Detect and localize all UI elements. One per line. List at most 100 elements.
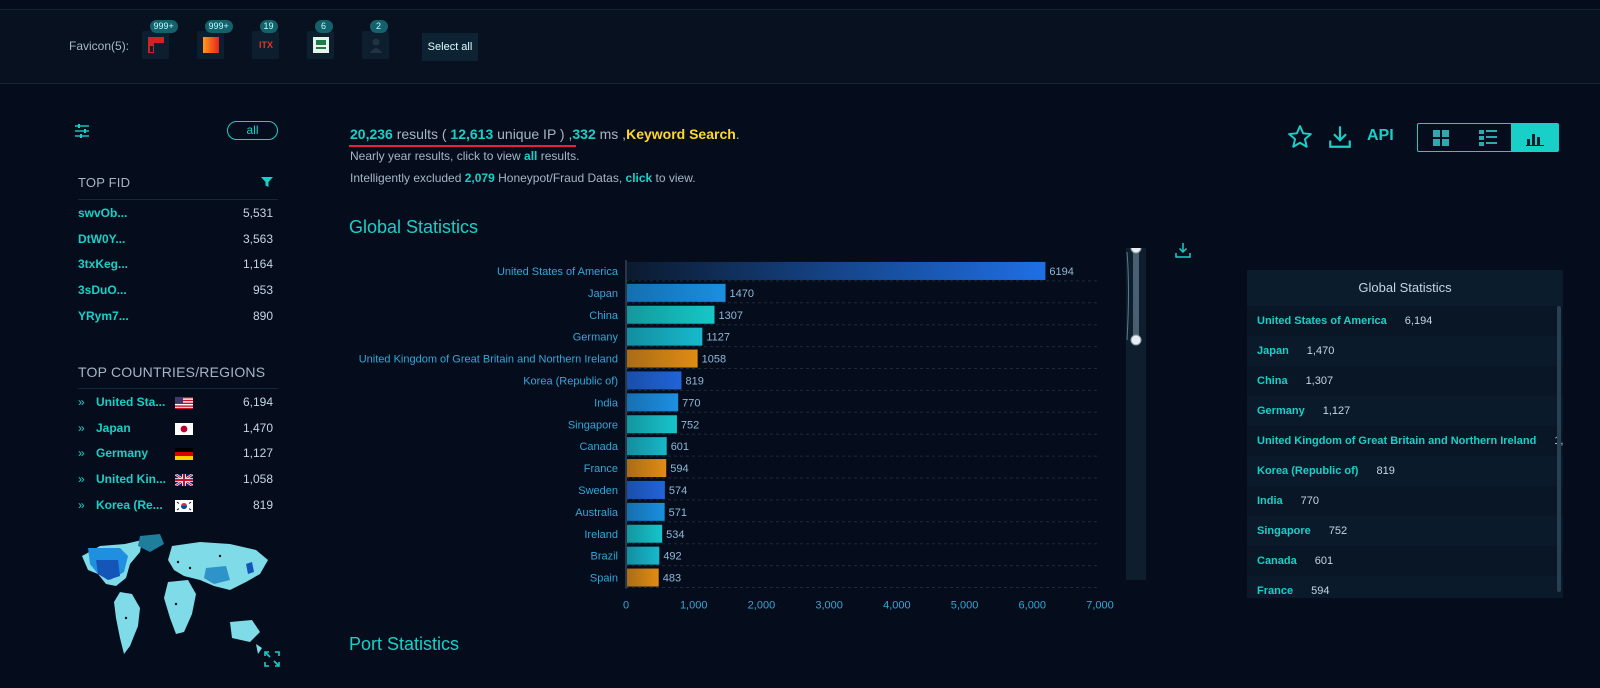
country-count: 819 (252, 498, 273, 512)
panel-country[interactable]: China (1257, 375, 1288, 387)
fid-row[interactable]: DtW0Y... 3,563 (78, 232, 273, 252)
select-all-button[interactable]: Select all (422, 33, 478, 61)
panel-scrollbar[interactable] (1557, 306, 1561, 592)
x-tick-label: 2,000 (748, 600, 776, 612)
favicon-4[interactable]: 6 (307, 20, 334, 59)
api-button[interactable]: API (1367, 127, 1394, 144)
click-link[interactable]: click (625, 171, 653, 185)
bar-value-label: 1307 (719, 310, 743, 322)
panel-country[interactable]: United States of America (1257, 315, 1387, 327)
panel-row[interactable]: Germany 1,127 (1247, 396, 1563, 426)
download-icon[interactable] (1327, 124, 1353, 150)
bar[interactable] (627, 437, 667, 456)
panel-row[interactable]: France 594 (1247, 576, 1563, 598)
world-minimap[interactable] (80, 534, 274, 666)
bar[interactable] (627, 502, 665, 521)
all-filter-pill[interactable]: all (227, 121, 278, 140)
bar[interactable] (627, 393, 679, 412)
bar[interactable] (627, 305, 715, 324)
zoom-handle-bottom[interactable] (1130, 334, 1142, 346)
favicon-2[interactable]: 999+ (197, 20, 233, 59)
panel-row[interactable]: Singapore 752 (1247, 516, 1563, 546)
view-all-link[interactable]: all (524, 149, 538, 163)
country-row[interactable]: » Japan 1,470 (78, 421, 273, 441)
bar[interactable] (627, 459, 667, 478)
stats-view-button[interactable] (1511, 124, 1559, 151)
filter-funnel-icon[interactable] (261, 176, 273, 188)
favicon-5[interactable]: 2 (362, 20, 389, 59)
expand-icon[interactable] (264, 651, 280, 667)
star-icon[interactable] (1287, 124, 1313, 150)
zoom-slider-track (1126, 248, 1146, 580)
panel-country[interactable]: India (1257, 495, 1283, 507)
panel-row[interactable]: Japan 1,470 (1247, 336, 1563, 366)
x-tick-label: 7,000 (1086, 600, 1114, 612)
bar[interactable] (627, 415, 677, 434)
fid-key[interactable]: YRym7... (78, 309, 129, 323)
chevron-right-icon[interactable]: » (78, 498, 85, 512)
sliders-icon[interactable] (75, 124, 89, 138)
panel-row[interactable]: China 1,307 (1247, 366, 1563, 396)
x-tick-label: 1,000 (680, 600, 708, 612)
panel-row[interactable]: India 770 (1247, 486, 1563, 516)
country-name[interactable]: Japan (96, 421, 131, 435)
favicon-count-badge: 999+ (149, 20, 178, 33)
panel-country[interactable]: Germany (1257, 405, 1305, 417)
grid-view-button[interactable] (1418, 124, 1465, 151)
bar[interactable] (627, 568, 659, 587)
fid-row[interactable]: 3txKeg... 1,164 (78, 257, 273, 277)
chart-download-icon[interactable] (1175, 242, 1191, 258)
fid-count: 1,164 (242, 257, 273, 271)
panel-row[interactable]: United States of America 6,194 (1247, 306, 1563, 336)
chevron-right-icon[interactable]: » (78, 446, 85, 460)
panel-row[interactable]: Canada 601 (1247, 546, 1563, 576)
fid-key[interactable]: swvOb... (78, 206, 128, 220)
fid-count: 3,563 (242, 232, 273, 246)
bar[interactable] (627, 546, 660, 565)
results-count[interactable]: 20,236 (350, 126, 393, 142)
country-name[interactable]: United Kin... (96, 472, 166, 486)
country-name[interactable]: Germany (96, 446, 149, 460)
favicon-itx-icon: ITX (258, 40, 273, 50)
panel-country[interactable]: Japan (1257, 345, 1289, 357)
bar[interactable] (627, 283, 726, 302)
panel-row[interactable]: Korea (Republic of) 819 (1247, 456, 1563, 486)
favicon-1[interactable]: 999+ (142, 20, 178, 59)
favicon-3[interactable]: 19 ITX (252, 20, 279, 59)
list-view-button[interactable] (1465, 124, 1512, 151)
fid-row[interactable]: YRym7... 890 (78, 309, 273, 329)
panel-country[interactable]: United Kingdom of Great Britain and Nort… (1257, 435, 1537, 447)
country-row[interactable]: » United Kin... 1,058 (78, 472, 273, 492)
panel-country[interactable]: Korea (Republic of) (1257, 465, 1359, 477)
bar[interactable] (627, 480, 665, 499)
bar[interactable] (627, 327, 703, 346)
country-row[interactable]: » Korea (Re... 819 (78, 498, 273, 518)
country-row[interactable]: » Germany 1,127 (78, 446, 273, 466)
fid-row[interactable]: 3sDuO... 953 (78, 283, 273, 303)
chevron-right-icon[interactable]: » (78, 472, 85, 486)
panel-country[interactable]: France (1257, 585, 1294, 597)
country-count: 6,194 (242, 395, 273, 409)
bar[interactable] (627, 371, 682, 390)
fid-key[interactable]: 3txKeg... (78, 257, 129, 271)
unique-ip-count[interactable]: 12,613 (450, 126, 494, 142)
category-label: Spain (590, 573, 618, 585)
country-row[interactable]: » United Sta... 6,194 (78, 395, 273, 415)
fid-row[interactable]: swvOb... 5,531 (78, 206, 273, 226)
zoom-handle-top[interactable] (1130, 248, 1142, 254)
bar[interactable] (627, 524, 663, 543)
country-name[interactable]: United Sta... (96, 395, 166, 409)
bar[interactable] (627, 261, 1046, 280)
bar[interactable] (627, 349, 698, 368)
country-name[interactable]: Korea (Re... (96, 498, 163, 512)
chevron-right-icon[interactable]: » (78, 395, 85, 409)
panel-country[interactable]: Singapore (1257, 525, 1311, 537)
panel-row[interactable]: United Kingdom of Great Britain and Nort… (1247, 426, 1563, 456)
fid-key[interactable]: DtW0Y... (78, 232, 126, 246)
country-count: 1,127 (242, 446, 273, 460)
panel-country[interactable]: Canada (1257, 555, 1297, 567)
chevron-right-icon[interactable]: » (78, 421, 85, 435)
keyword-search-link[interactable]: Keyword Search (626, 126, 736, 142)
fid-key[interactable]: 3sDuO... (78, 283, 127, 297)
panel-count: 6,194 (1404, 315, 1433, 327)
